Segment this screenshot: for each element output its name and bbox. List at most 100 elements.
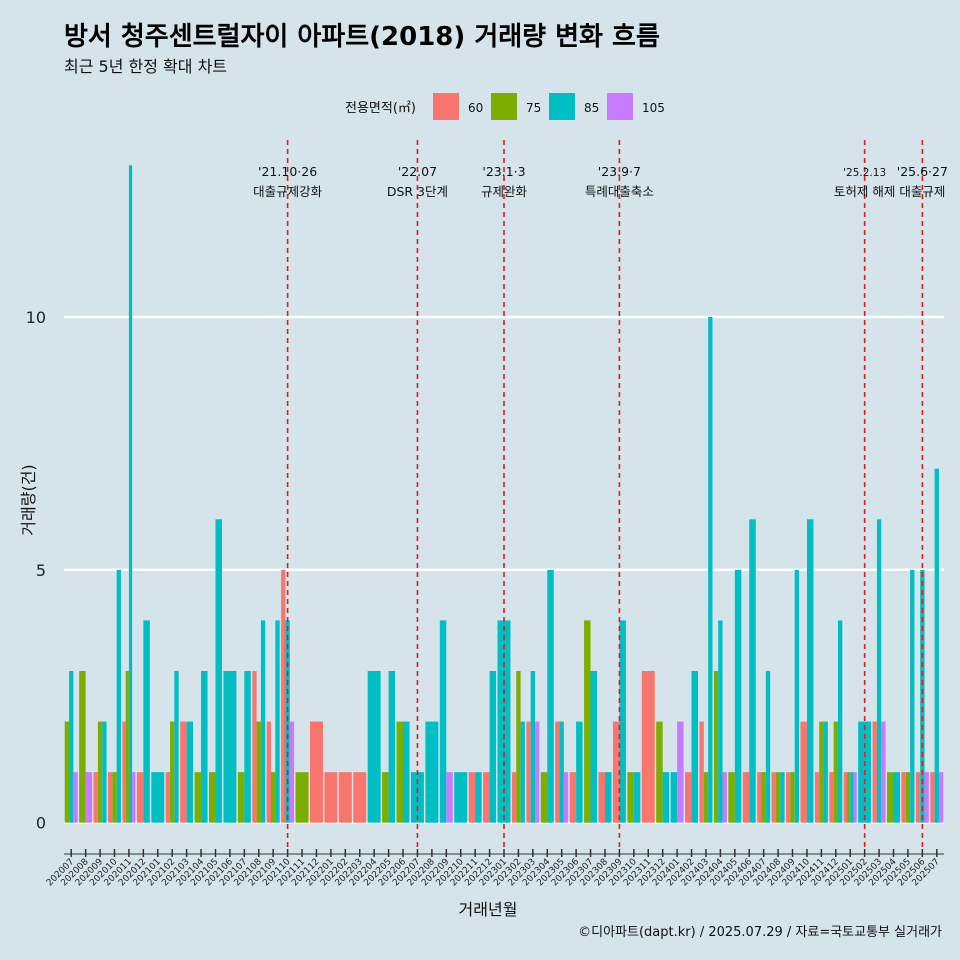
bar-202009-60	[93, 772, 98, 823]
legend-label-60: 60	[468, 101, 483, 115]
legend: 전용면적(㎡) 60 75 85 105	[345, 93, 665, 120]
bar-202110-85	[285, 620, 290, 823]
bar-202110-105	[289, 721, 295, 823]
bar-202202-60	[338, 772, 352, 823]
bar-202306-85	[576, 721, 583, 823]
bar-202007-105	[73, 772, 78, 823]
bar-202103-85	[186, 721, 194, 823]
legend-label-85: 85	[584, 101, 599, 115]
bar-202503-60	[872, 721, 877, 823]
bar-202011-60	[122, 721, 126, 823]
bar-202105-75	[208, 772, 216, 823]
y-tick-label: 10	[26, 308, 46, 327]
legend-label-105: 105	[642, 101, 665, 115]
bar-202304-75	[540, 772, 548, 823]
bar-202110-60	[281, 569, 286, 823]
bar-202210-85	[454, 772, 468, 823]
bar-202409-85	[794, 569, 800, 823]
bar-202208-85	[425, 721, 439, 823]
bar-202302-85	[520, 721, 525, 823]
bar-202506-105	[924, 772, 929, 823]
bar-202506-85	[920, 569, 925, 823]
bar-202009-75	[97, 721, 103, 823]
bar-202402-85	[691, 671, 699, 823]
bar-202011-105	[132, 772, 136, 823]
bar-202501-85	[850, 772, 854, 823]
event-date: '21.10·26	[258, 164, 317, 179]
chart-subtitle: 최근 5년 한정 확대 차트	[64, 57, 228, 76]
bar-202309-85	[619, 620, 626, 823]
bar-202112-60	[309, 721, 323, 823]
axes: 0510202007202008202009202010202011202012…	[19, 308, 944, 919]
bar-202011-85	[128, 165, 133, 823]
bar-202212-85	[489, 671, 497, 823]
bar-202101-85	[151, 772, 165, 823]
bar-202305-105	[563, 772, 569, 823]
bar-202008-75	[79, 671, 86, 823]
bar-202104-85	[201, 671, 208, 823]
legend-title: 전용면적(㎡)	[345, 101, 416, 116]
bar-202407-85	[765, 671, 771, 823]
bar-202107-75	[237, 772, 245, 823]
bar-202209-85	[439, 620, 447, 823]
bar-202211-85	[475, 772, 482, 823]
bar-202108-75	[256, 721, 261, 823]
bar-202203-60	[353, 772, 367, 823]
bar-202007-85	[69, 671, 74, 823]
bar-202104-75	[194, 772, 202, 823]
x-axis-title: 거래년월	[459, 900, 518, 919]
bar-202307-75	[584, 620, 591, 823]
bar-202010-60	[108, 772, 113, 823]
bar-202505-60	[901, 772, 906, 823]
bar-202308-85	[604, 772, 612, 823]
bar-202109-85	[275, 620, 280, 823]
bar-202102-60	[165, 772, 171, 823]
bar-202403-75	[703, 772, 709, 823]
bar-202412-85	[837, 620, 843, 823]
bar-202311-60	[641, 671, 655, 823]
bar-202405-85	[734, 569, 742, 823]
bar-202010-75	[112, 772, 117, 823]
bar-202108-85	[260, 620, 266, 823]
event-label: 토허제 해제	[834, 184, 895, 199]
bar-202306-60	[569, 772, 577, 823]
bar-202504-75	[887, 772, 894, 823]
legend-key-105	[607, 93, 633, 120]
bar-202102-75	[170, 721, 175, 823]
event-label: 규제완화	[481, 184, 528, 199]
legend-key-75	[491, 93, 517, 120]
legend-key-60	[433, 93, 459, 120]
bar-202109-60	[266, 721, 272, 823]
bar-202012-85	[143, 620, 150, 823]
bar-202406-85	[749, 519, 756, 823]
bar-202105-85	[215, 519, 222, 823]
bar-202204-85	[367, 671, 381, 823]
bar-202407-75	[761, 772, 766, 823]
bar-202411-85	[823, 721, 828, 823]
bar-202107-85	[244, 671, 251, 823]
bar-202303-85	[530, 671, 536, 823]
bar-202011-75	[125, 671, 129, 823]
bar-202310-75	[627, 772, 634, 823]
bar-202109-75	[271, 772, 276, 823]
bar-202301-85	[497, 620, 511, 823]
bar-202405-75	[728, 772, 735, 823]
bar-202211-60	[468, 772, 476, 823]
event-label: DSR 3단계	[387, 184, 448, 199]
bar-202309-60	[612, 721, 620, 823]
legend-key-85	[549, 93, 575, 120]
bar-202012-60	[136, 772, 144, 823]
bar-202503-85	[876, 519, 882, 823]
bar-202205-85	[388, 671, 396, 823]
bar-202205-75	[382, 772, 389, 823]
bar-202406-60	[742, 772, 750, 823]
bar-202505-75	[905, 772, 911, 823]
bar-202401-105	[677, 721, 684, 823]
bar-202404-105	[722, 772, 727, 823]
bar-202303-60	[526, 721, 531, 823]
bar-202505-85	[910, 569, 915, 823]
bar-202307-85	[590, 671, 598, 823]
bar-202403-85	[708, 317, 713, 823]
event-date: '23.9·7	[598, 164, 641, 179]
